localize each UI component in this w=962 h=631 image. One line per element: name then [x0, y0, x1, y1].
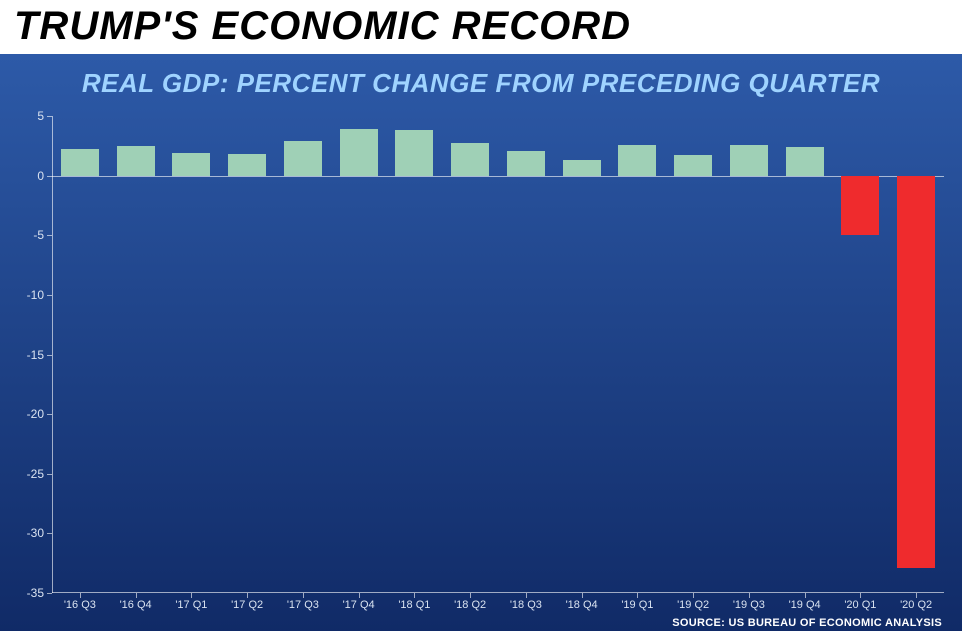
y-tick-mark: [47, 235, 52, 236]
bar: [228, 154, 266, 175]
x-tick-mark: [582, 593, 583, 598]
bar: [730, 145, 768, 176]
y-tick-label: -25: [27, 467, 44, 481]
x-tick-label: '17 Q3: [287, 599, 319, 611]
bar: [61, 149, 99, 175]
x-tick-mark: [637, 593, 638, 598]
y-tick-label: -30: [27, 526, 44, 540]
bar: [786, 147, 824, 176]
x-tick-label: '18 Q2: [454, 599, 486, 611]
page: TRUMP'S ECONOMIC RECORD REAL GDP: PERCEN…: [0, 0, 962, 631]
x-tick-mark: [693, 593, 694, 598]
y-tick-label: 0: [37, 169, 44, 183]
x-tick-mark: [191, 593, 192, 598]
zero-baseline: [52, 176, 944, 177]
y-axis: [52, 116, 53, 593]
x-tick-mark: [303, 593, 304, 598]
x-tick-mark: [414, 593, 415, 598]
x-tick-mark: [749, 593, 750, 598]
y-tick-mark: [47, 414, 52, 415]
y-tick-label: -5: [33, 228, 44, 242]
x-tick-mark: [136, 593, 137, 598]
bar: [117, 146, 155, 176]
x-tick-label: '17 Q2: [231, 599, 263, 611]
x-tick-label: '20 Q2: [900, 599, 932, 611]
bar: [618, 145, 656, 176]
x-tick-label: '17 Q4: [343, 599, 375, 611]
x-tick-label: '16 Q3: [64, 599, 96, 611]
x-tick-label: '16 Q4: [120, 599, 152, 611]
bar: [395, 130, 433, 175]
x-tick-mark: [805, 593, 806, 598]
x-tick-label: '18 Q4: [566, 599, 598, 611]
bar: [284, 141, 322, 176]
y-tick-mark: [47, 295, 52, 296]
y-tick-label: -10: [27, 288, 44, 302]
bar: [674, 155, 712, 175]
bar: [172, 153, 210, 176]
y-tick-mark: [47, 474, 52, 475]
x-tick-label: '19 Q1: [621, 599, 653, 611]
x-tick-mark: [247, 593, 248, 598]
x-axis: [52, 592, 944, 593]
x-tick-label: '19 Q2: [677, 599, 709, 611]
x-tick-label: '19 Q3: [733, 599, 765, 611]
y-tick-label: 5: [37, 109, 44, 123]
y-tick-mark: [47, 533, 52, 534]
bar: [563, 160, 601, 176]
x-tick-mark: [470, 593, 471, 598]
chart-subtitle: REAL GDP: PERCENT CHANGE FROM PRECEDING …: [0, 68, 962, 99]
bar: [451, 143, 489, 175]
x-tick-label: '18 Q3: [510, 599, 542, 611]
x-tick-mark: [80, 593, 81, 598]
source-label: SOURCE: US BUREAU OF ECONOMIC ANALYSIS: [672, 617, 942, 629]
y-tick-mark: [47, 593, 52, 594]
x-tick-mark: [526, 593, 527, 598]
y-tick-mark: [47, 355, 52, 356]
chart-container: REAL GDP: PERCENT CHANGE FROM PRECEDING …: [0, 54, 962, 631]
x-tick-label: '18 Q1: [398, 599, 430, 611]
y-tick-label: -20: [27, 407, 44, 421]
bar: [897, 176, 935, 568]
bar: [340, 129, 378, 176]
x-tick-mark: [860, 593, 861, 598]
page-title: TRUMP'S ECONOMIC RECORD: [0, 0, 962, 54]
bar: [841, 176, 879, 236]
bar: [507, 151, 545, 176]
x-tick-mark: [916, 593, 917, 598]
x-tick-label: '19 Q4: [789, 599, 821, 611]
y-tick-mark: [47, 116, 52, 117]
x-tick-mark: [359, 593, 360, 598]
y-tick-label: -15: [27, 348, 44, 362]
y-tick-label: -35: [27, 586, 44, 600]
x-tick-label: '20 Q1: [844, 599, 876, 611]
x-tick-label: '17 Q1: [175, 599, 207, 611]
plot-area: 50-5-10-15-20-25-30-35'16 Q3'16 Q4'17 Q1…: [52, 116, 944, 593]
